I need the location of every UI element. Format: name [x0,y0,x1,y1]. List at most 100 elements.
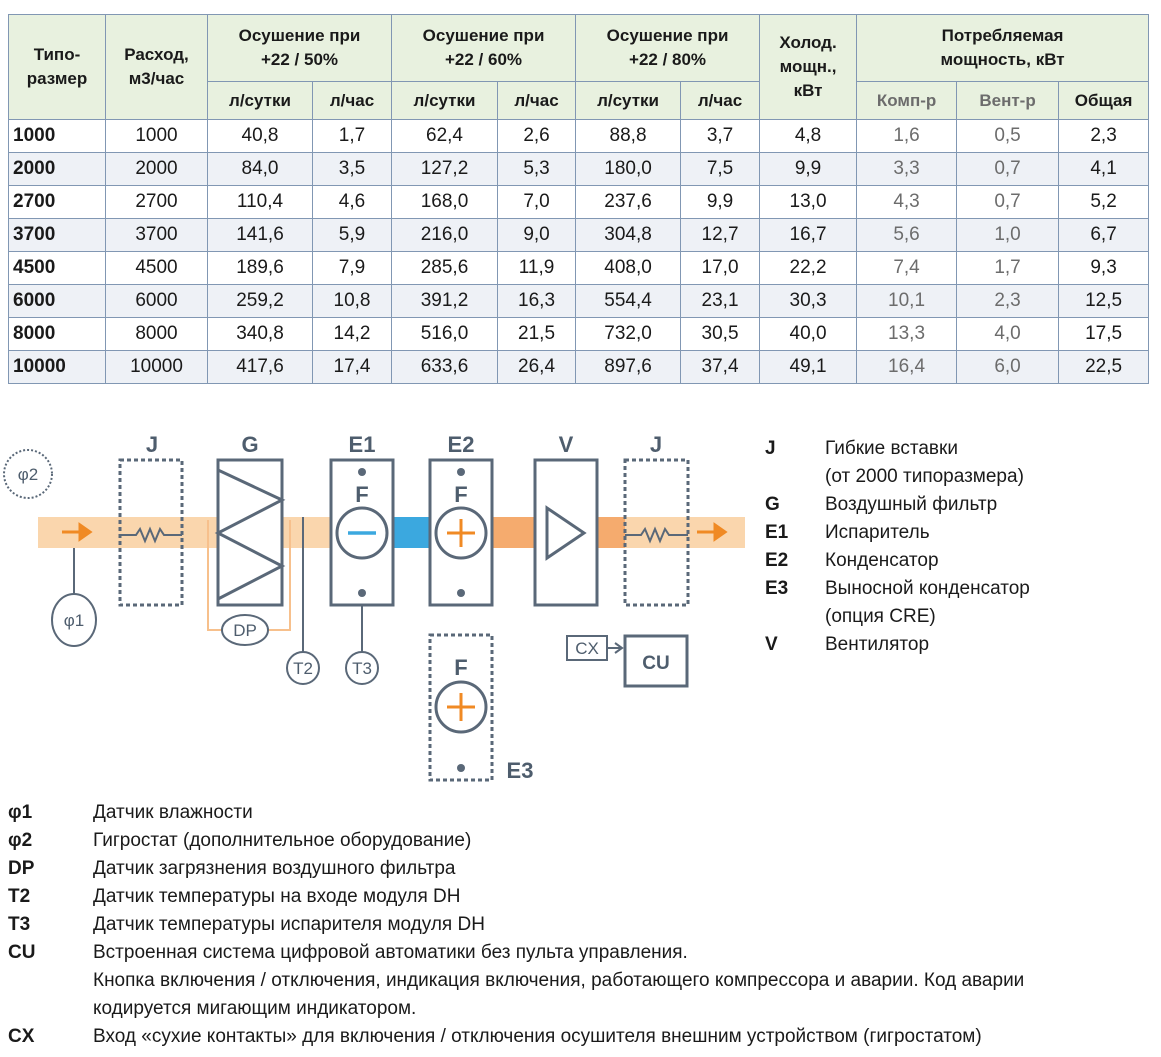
label: F [355,482,368,507]
cell: 9,9 [759,152,858,186]
legend-text: Датчик температуры на входе модуля DH [93,886,461,907]
cell: 4,0 [956,317,1060,351]
legend-text: Воздушный фильтр [825,494,998,515]
row: 8000 8000 340,8 14,2 516,0 21,5 732,0 30,5 40,0 1… [8,317,1150,351]
cell: 11,9 [497,251,577,285]
header-cell: Осушение при +22 / 80% [575,14,761,82]
header-cell: Холод. мощн., кВт [759,14,858,120]
cell: 285,6 [391,251,499,285]
cell: 7,5 [680,152,761,186]
cell: 0,5 [956,119,1060,153]
legend-key: DP [8,858,35,879]
cell: 3700 [105,218,208,252]
cell: 189,6 [207,251,313,285]
legend-key: CX [8,1026,35,1047]
legend-text: Датчик температуры испарителя модуля DH [93,914,485,935]
cell: 6,7 [1058,218,1150,252]
cell: 8000 [105,317,208,351]
cell: 2,6 [497,119,577,153]
cell: 5,3 [497,152,577,186]
legend-key: φ2 [8,830,33,851]
units [118,458,690,782]
cell: 304,8 [575,218,682,252]
label: F [454,655,467,680]
cell: 40,8 [207,119,313,153]
cell: 40,0 [759,317,858,351]
cell: 0,7 [956,185,1060,219]
legend-key: T3 [8,914,31,935]
cell: 12,7 [680,218,761,252]
legend-text: Вход «сухие контакты» для включения / от… [93,1026,982,1047]
legend-key: E2 [765,550,789,571]
cell: 110,4 [207,185,313,219]
header-cell: Комп-р [856,81,958,120]
label: E2 [448,432,475,457]
header-cell: л/час [497,81,577,120]
cell: 408,0 [575,251,682,285]
cell: 6000 [105,284,208,318]
legend-key: J [765,438,776,459]
header-cell: л/сутки [391,81,499,120]
cell: 4,8 [759,119,858,153]
header-cell: Осушение при +22 / 50% [206,14,393,82]
cell: 633,6 [391,350,499,384]
legend-key: V [765,634,778,655]
row: 1000 1000 40,8 1,7 62,4 2,6 88,8 3,7 4,8 1,6 0,5 2,… [8,119,1150,153]
cell: 16,3 [497,284,577,318]
cell: 141,6 [207,218,313,252]
cell: 2,3 [1058,119,1150,153]
label: φ1 [64,611,84,630]
legend-text: Встроенная система цифровой автоматики б… [93,942,1025,1019]
cell: 259,2 [207,284,313,318]
label: DP [233,621,257,640]
cell: 17,4 [311,350,393,384]
label: V [559,432,574,457]
legend-key: T2 [8,886,31,907]
header-row: Типо- размер Расход, м3/час Осушение при +… [8,14,1150,120]
cell: 2,3 [956,284,1060,318]
cell: 180,0 [575,152,682,186]
legend-text: Гибкие вставки (от 2000 типоразмера) [825,438,1024,487]
label: CU [642,653,669,674]
cell: 6,0 [956,350,1060,384]
cell: 7,9 [311,251,393,285]
header-cell: л/час [311,81,393,120]
cell: 30,5 [680,317,761,351]
legend-key: φ1 [8,802,33,823]
cell: 37,4 [680,350,761,384]
label: F [454,482,467,507]
cell: 732,0 [575,317,682,351]
row: 6000 6000 259,2 10,8 391,2 16,3 554,4 23,1 30,3 1… [8,284,1150,318]
cell: 2000 [105,152,208,186]
cell: 1,7 [311,119,393,153]
cell: 10,8 [311,284,393,318]
label: T2 [293,659,313,678]
legend-text: Гигростат (дополнительное оборудование) [93,830,472,851]
cell: 3,3 [856,152,958,186]
cell: 7,4 [856,251,958,285]
cell: 10,1 [856,284,958,318]
cell: 17,0 [680,251,761,285]
label: J [146,432,158,457]
cell: 49,1 [759,350,858,384]
cell: 22,5 [1058,350,1150,384]
legend-key: E1 [765,522,789,543]
header-cell: Осушение при +22 / 60% [391,14,577,82]
label: J [650,432,662,457]
cell: 340,8 [207,317,313,351]
label: E1 [349,432,376,457]
header-cell: Расход, м3/час [105,14,208,120]
cell: 2700 [105,185,208,219]
label: T3 [352,659,372,678]
legend-text: Конденсатор [825,550,939,571]
cell: 16,4 [856,350,958,384]
cell: 417,6 [207,350,313,384]
cell: 88,8 [575,119,682,153]
legend-text: Датчик влажности [93,802,253,823]
cell: 1000 [105,119,208,153]
label: φ2 [18,465,38,484]
header-cell: л/сутки [575,81,682,120]
cell: 3700 [8,218,106,252]
legend-key: G [765,494,780,515]
